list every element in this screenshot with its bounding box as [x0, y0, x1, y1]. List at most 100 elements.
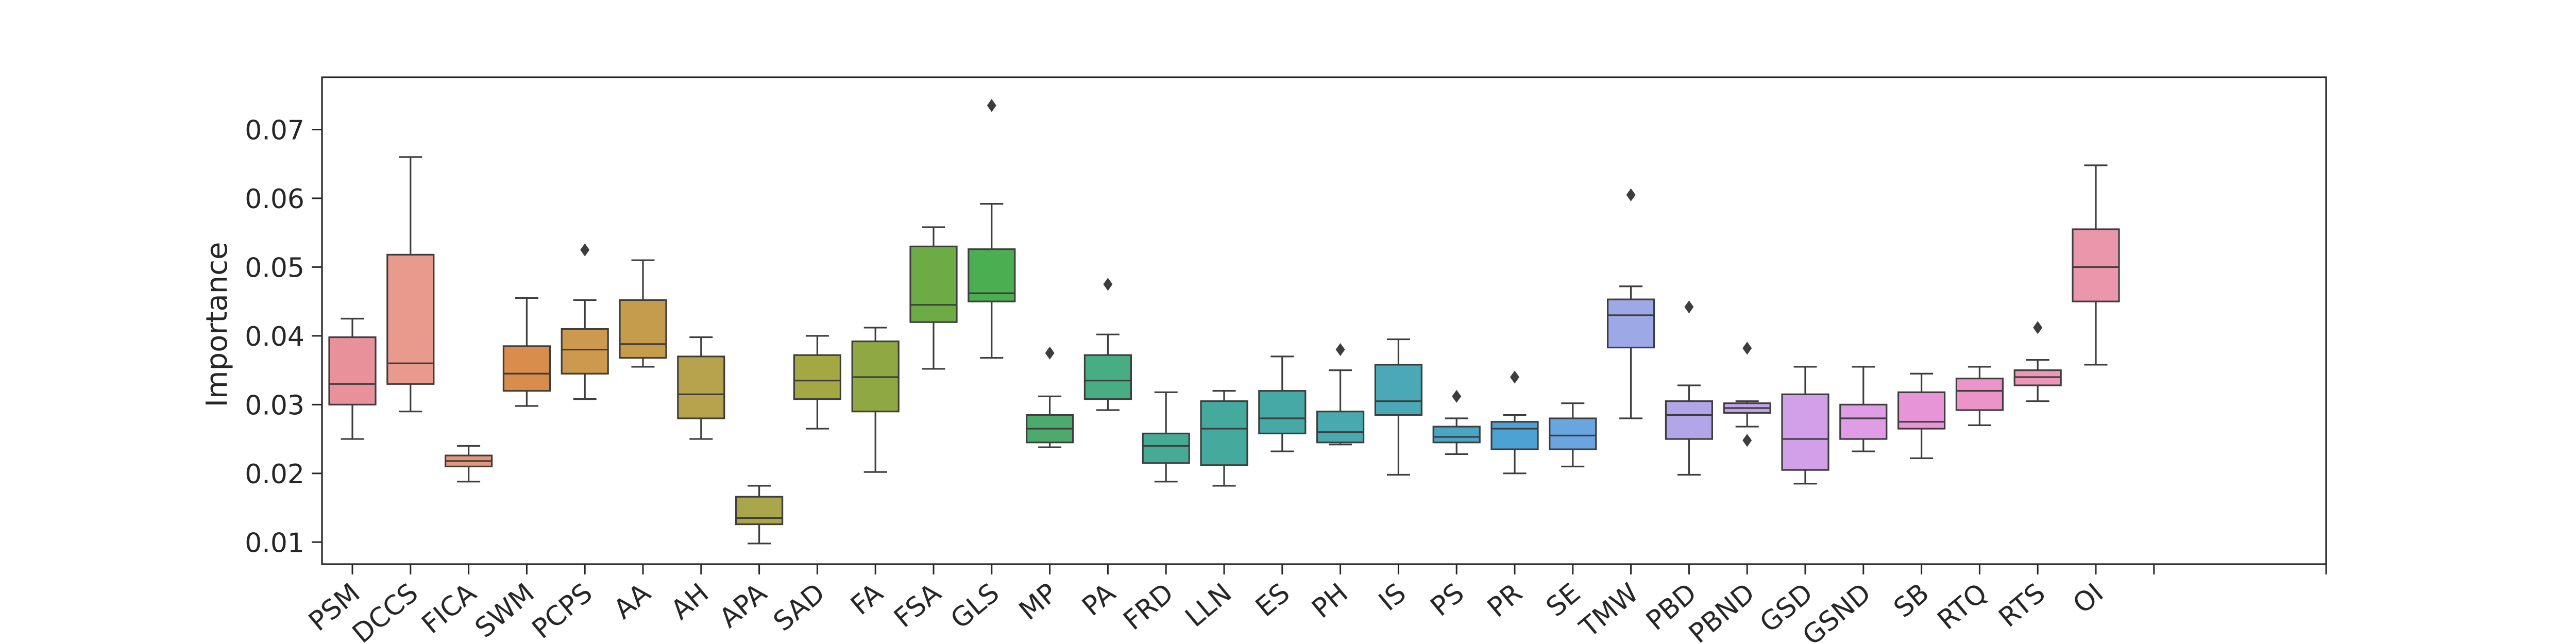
box-iqr — [1490, 421, 1539, 450]
box-fsa — [909, 226, 958, 370]
box-iqr — [1665, 400, 1713, 440]
outlier-point — [987, 99, 996, 112]
box-iqr — [793, 354, 842, 400]
box-mp — [1025, 346, 1074, 448]
y-tick-label: 0.01 — [245, 528, 304, 558]
box-sad — [793, 335, 842, 430]
x-tick-label: SWM — [469, 578, 540, 644]
box-rts — [2013, 321, 2062, 402]
outlier-point — [1103, 278, 1113, 291]
y-tick-label: 0.04 — [245, 321, 304, 352]
box-is — [1374, 338, 1422, 476]
box-iqr — [1316, 411, 1365, 444]
x-tick-label: SAD — [768, 578, 831, 637]
box-pr — [1490, 370, 1539, 474]
box-gls — [968, 99, 1016, 359]
y-axis-label: Importance — [200, 242, 234, 408]
box-gsd — [1781, 366, 1829, 485]
box-iqr — [1142, 432, 1190, 464]
box-iqr — [735, 496, 784, 526]
outlier-point — [1626, 188, 1636, 201]
box-iqr — [619, 299, 667, 359]
outlier-point — [1742, 434, 1752, 447]
x-tick-label: GSND — [1797, 578, 1877, 644]
box-iqr — [502, 345, 551, 392]
outlier-point — [580, 243, 590, 257]
x-tick-label: LLN — [1180, 578, 1238, 633]
x-tick-label: APA — [714, 578, 773, 634]
box-tmw — [1607, 188, 1655, 419]
x-tick-label: PS — [1425, 578, 1470, 622]
box-iqr — [1549, 417, 1597, 450]
y-tick-label: 0.03 — [245, 390, 304, 421]
x-tick-label: SB — [1888, 578, 1935, 624]
x-tick-label: FICA — [416, 578, 483, 640]
y-tick-label: 0.07 — [245, 115, 304, 146]
box-pa — [1083, 278, 1132, 411]
box-iqr — [1258, 390, 1307, 434]
x-tick-label: MP — [1013, 578, 1063, 626]
box-aa — [619, 259, 667, 368]
x-tick-label: OI — [2067, 578, 2110, 620]
outlier-point — [1452, 389, 1462, 403]
x-tick-label: PR — [1482, 578, 1528, 623]
plot-frame — [321, 76, 2327, 565]
box-iqr — [386, 253, 435, 385]
x-tick-label: PA — [1076, 578, 1122, 622]
box-iqr — [328, 336, 377, 405]
box-fica — [444, 445, 493, 483]
outlier-point — [1684, 300, 1694, 314]
outlier-point — [1335, 343, 1345, 357]
boxes-layer — [328, 99, 2120, 545]
x-tick-label: PCPS — [527, 578, 599, 644]
box-iqr — [1955, 378, 2004, 411]
y-tick-label: 0.05 — [245, 252, 304, 283]
x-tick-label: FSA — [888, 578, 947, 634]
x-tick-label: FA — [845, 578, 889, 621]
y-tick-label: 0.02 — [245, 459, 304, 490]
x-tick-label: ES — [1250, 578, 1296, 623]
box-ps — [1432, 389, 1481, 455]
box-iqr — [1607, 298, 1655, 349]
x-tick-label: GLS — [945, 578, 1005, 635]
box-iqr — [2072, 228, 2120, 302]
box-pbd — [1665, 300, 1713, 476]
outlier-point — [1742, 342, 1752, 355]
box-iqr — [677, 355, 725, 419]
x-tick-label: PBND — [1683, 578, 1760, 644]
box-iqr — [561, 328, 609, 375]
box-gsnd — [1839, 366, 1888, 452]
x-tick-label: IS — [1373, 578, 1412, 617]
x-tick-label: RTQ — [1932, 578, 1993, 636]
box-rtq — [1955, 366, 2004, 426]
box-iqr — [1781, 393, 1829, 471]
box-frd — [1142, 391, 1190, 483]
x-tick-label: RTS — [1993, 578, 2052, 633]
box-fa — [851, 327, 900, 473]
box-se — [1549, 402, 1597, 468]
box-apa — [735, 485, 784, 545]
box-ah — [677, 336, 725, 440]
y-tick-label: 0.06 — [245, 184, 304, 215]
box-lln — [1200, 390, 1248, 487]
outlier-point — [1045, 346, 1055, 360]
box-sb — [1897, 372, 1946, 460]
box-psm — [328, 317, 377, 440]
box-es — [1258, 355, 1307, 452]
outlier-point — [2033, 321, 2043, 334]
box-iqr — [1839, 403, 1888, 440]
x-tick-label: PH — [1306, 578, 1354, 624]
box-ph — [1316, 343, 1365, 446]
box-iqr — [1083, 354, 1132, 400]
box-iqr — [1200, 400, 1248, 466]
box-iqr — [1432, 426, 1481, 444]
box-pbnd — [1723, 342, 1771, 447]
box-dccs — [386, 156, 435, 413]
x-tick-label: FRD — [1118, 578, 1180, 636]
y-axis: 0.01 0.02 0.03 0.04 0.05 0.06 0.07 — [245, 115, 322, 558]
box-iqr — [909, 245, 958, 323]
box-pcps — [561, 243, 609, 400]
box-oi — [2072, 164, 2120, 366]
